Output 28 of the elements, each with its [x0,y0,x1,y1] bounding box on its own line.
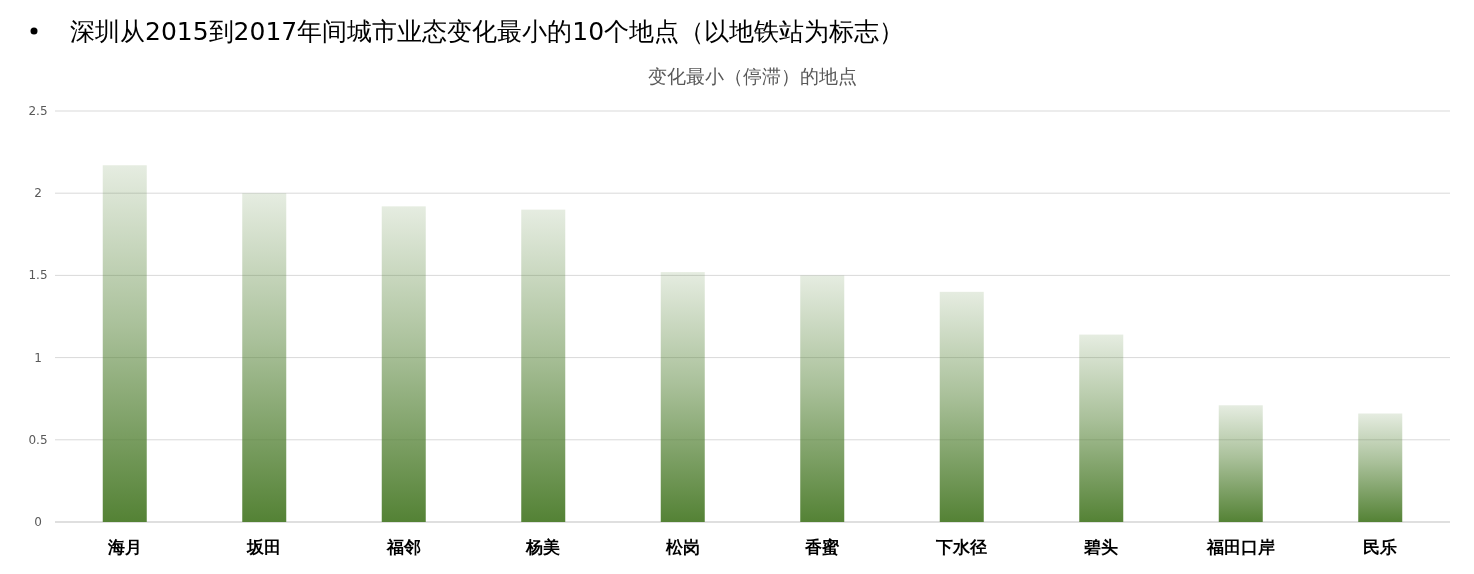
x-tick-label: 民乐 [1363,537,1398,557]
y-tick-label: 2 [34,186,42,201]
chart-subtitle: 变化最小（停滞）的地点 [648,65,857,87]
bar [1358,413,1403,522]
x-tick-label: 松岗 [664,537,700,557]
bar [800,275,845,522]
bar [242,193,287,522]
x-tick-label: 海月 [106,537,142,557]
y-tick-label: 0 [34,515,42,529]
bar [102,165,147,522]
bar [381,206,426,522]
y-tick-label: 1.5 [28,268,48,283]
bar [660,272,705,522]
bar [1079,334,1124,522]
x-tick-label: 下水径 [935,537,988,557]
bar [521,209,566,522]
chart-title: 深圳从2015到2017年间城市业态变化最小的10个地点（以地铁站为标志） [70,17,905,46]
y-tick-label: 2.5 [28,104,48,118]
y-tick-label: 0.5 [28,432,48,447]
x-tick-label: 坂田 [246,537,282,557]
y-tick-label: 1 [34,350,42,365]
x-tick-label: 福邻 [385,537,421,557]
x-tick-label: 福田口岸 [1205,537,1275,557]
x-tick-label: 杨美 [525,537,561,557]
x-tick-label: 碧头 [1083,537,1119,557]
bar [1218,405,1263,522]
x-tick-label: 香蜜 [804,537,841,557]
bar [939,291,984,522]
